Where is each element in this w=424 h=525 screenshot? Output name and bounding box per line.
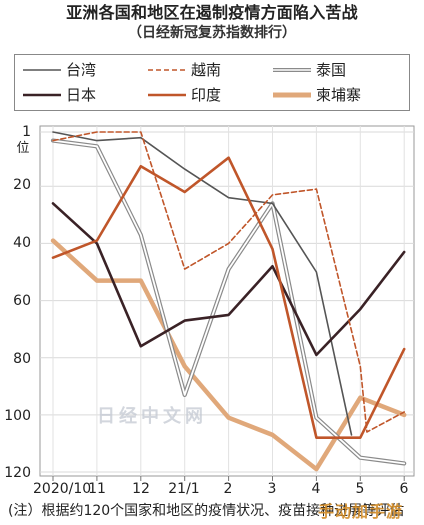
legend-label-thailand: 泰国 <box>316 61 347 79</box>
watermark-text: 日经中文网 <box>97 406 207 427</box>
x-tick-label: 11 <box>88 481 106 497</box>
x-tick-label: 5 <box>355 481 365 497</box>
legend-swatch-cambodia <box>273 92 311 98</box>
y-tick-label: 80 <box>13 351 31 367</box>
site-watermark: 手动加手游 <box>318 502 404 521</box>
y-tick-label: 60 <box>13 293 31 309</box>
legend-swatch-japan <box>23 93 61 97</box>
legend: 台湾 越南 泰国 日本 印度 <box>14 54 410 111</box>
legend-swatch-thailand <box>273 68 311 72</box>
series-line-1 <box>52 131 406 433</box>
x-tick-label: 2 <box>223 481 233 497</box>
x-tick-label: 21/1 <box>168 481 200 497</box>
y-tick-label: 40 <box>13 235 31 251</box>
footnote: (注）根据约120个国家和地区的疫情状况、疫苗接种进展等评估 <box>8 503 405 519</box>
x-tick-label: 3 <box>267 481 277 497</box>
legend-swatch-vietnam <box>148 69 186 71</box>
series-line-2-inner <box>52 139 406 465</box>
legend-label-japan: 日本 <box>66 86 97 104</box>
y-tick-label: 1 <box>22 124 31 140</box>
x-tick-label: 12 <box>132 481 150 497</box>
y-tick-label: 100 <box>4 408 31 424</box>
y-tick-label: 120 <box>4 465 31 481</box>
legend-label-taiwan: 台湾 <box>66 61 97 79</box>
x-tick-label: 4 <box>311 481 321 497</box>
chart-subtitle: （日经新冠复苏指数排行） <box>128 25 296 41</box>
legend-label-vietnam: 越南 <box>191 61 222 79</box>
legend-swatch-india <box>148 93 186 97</box>
y-tick-label: 20 <box>13 177 31 193</box>
y-unit-label: 位 <box>16 141 30 156</box>
legend-label-india: 印度 <box>191 86 222 104</box>
legend-swatch-taiwan <box>23 69 61 71</box>
x-tick-label: 6 <box>399 481 409 497</box>
series-line-3 <box>51 202 406 357</box>
series-layer <box>50 131 407 472</box>
legend-label-cambodia: 柬埔寨 <box>316 86 362 104</box>
chart-title: 亚洲各国和地区在遏制疫情方面陷入苦战 <box>66 3 358 22</box>
x-tick-label: 2020/10 <box>33 481 92 497</box>
series-line-0 <box>52 131 353 436</box>
series-line-4 <box>51 156 406 440</box>
